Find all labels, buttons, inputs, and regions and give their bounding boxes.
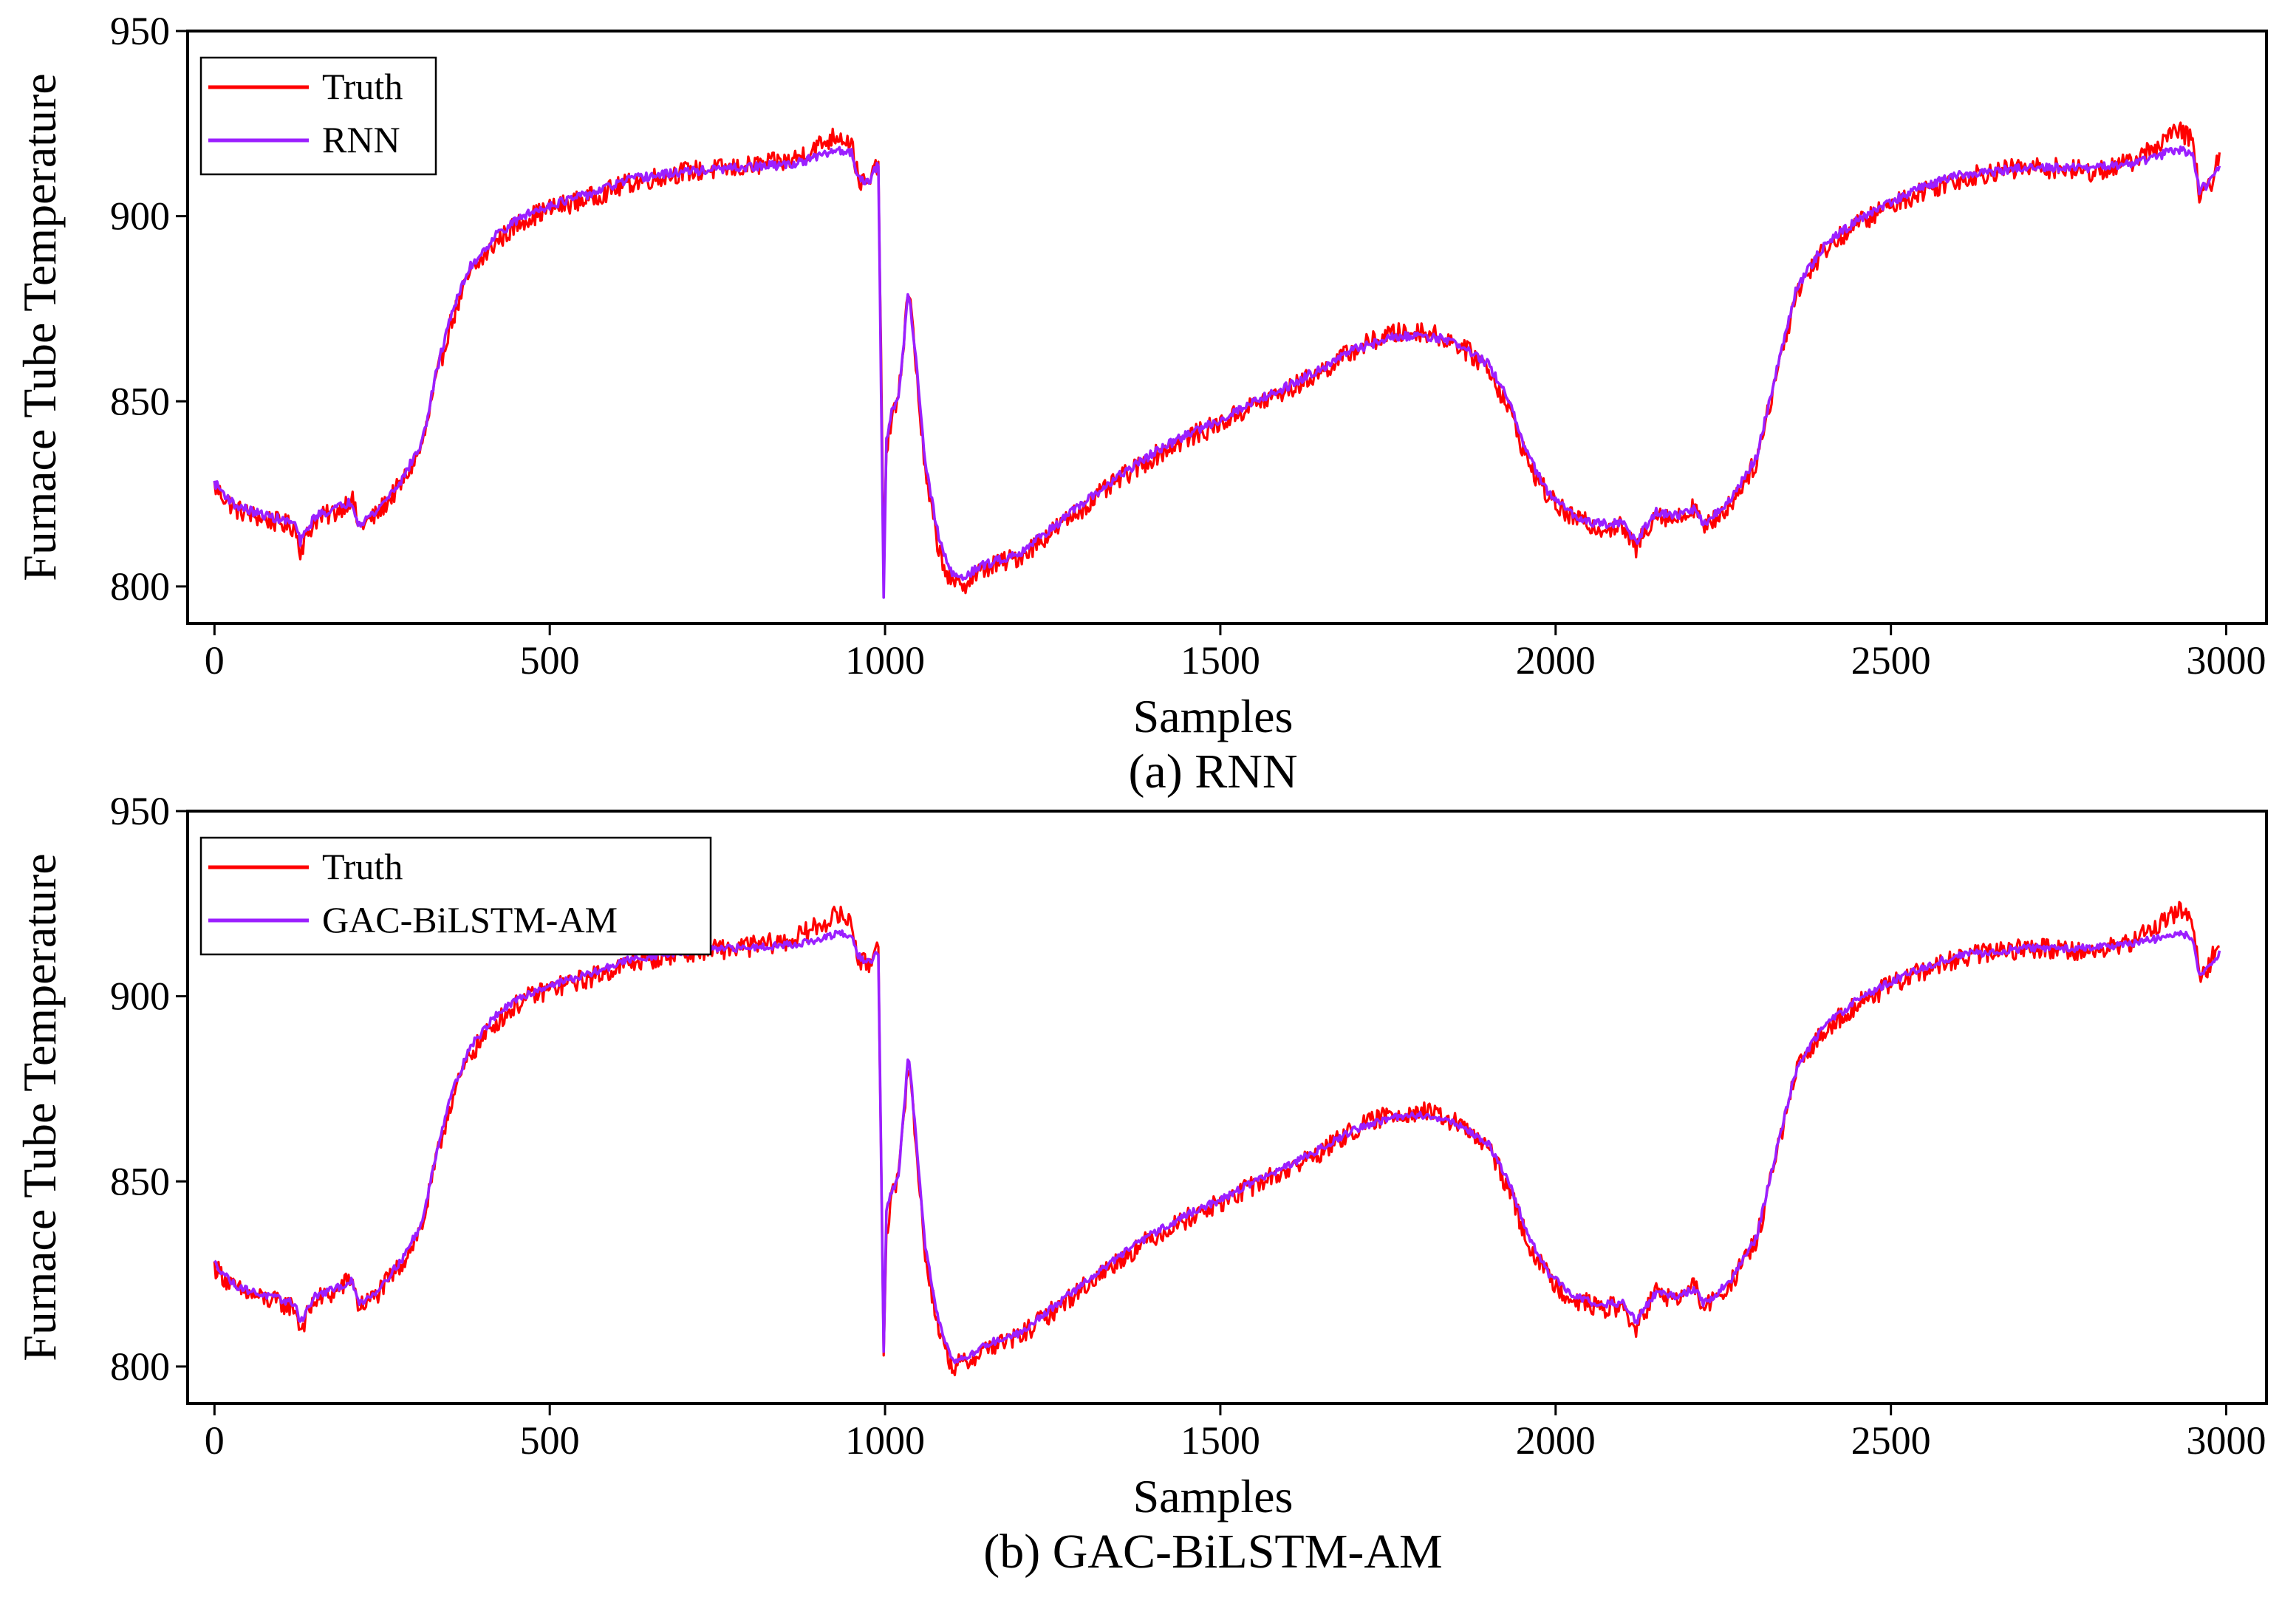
panel-b-legend-label-truth: Truth <box>322 846 403 887</box>
panel-b-x-tick-label: 1000 <box>845 1418 925 1463</box>
panel-b-x-tick-label: 2500 <box>1851 1418 1931 1463</box>
panel-a-x-tick-label: 500 <box>520 638 580 683</box>
panel-a-x-tick-label: 1000 <box>845 638 925 683</box>
panel-a-lines <box>213 121 2221 599</box>
panel-b-x-tick-label: 500 <box>520 1418 580 1463</box>
panel-b-x-ticks: 0 500 1000 1500 2000 2500 3000 <box>205 1404 2266 1463</box>
panel-a-legend-label-rnn: RNN <box>322 119 400 160</box>
panel-b: 0 500 1000 1500 2000 2500 3000 800 850 900 950 Tr… <box>13 789 2268 1579</box>
panel-a: 0 500 1000 1500 2000 2500 3000 800 850 900 950 Tr… <box>13 9 2268 799</box>
panel-b-x-tick-label: 1500 <box>1181 1418 1260 1463</box>
panel-a-legend-box <box>199 56 437 176</box>
panel-a-y-tick-label: 850 <box>110 379 170 423</box>
panel-b-y-tick-label: 950 <box>110 789 170 833</box>
panel-a-x-tick-label: 1500 <box>1181 638 1260 683</box>
panel-b-x-tick-label: 0 <box>205 1418 225 1463</box>
panel-a-y-tick-label: 950 <box>110 9 170 53</box>
panel-a-plot-area <box>186 30 2268 625</box>
panel-b-ylabel: Furnace Tube Temperature <box>13 853 66 1361</box>
panel-b-x-tick-label: 2000 <box>1516 1418 1596 1463</box>
panel-a-y-tick-label: 800 <box>110 564 170 609</box>
panel-b-y-tick-label: 850 <box>110 1159 170 1203</box>
panel-b-lines <box>213 900 2221 1377</box>
panel-a-y-tick-label: 900 <box>110 194 170 239</box>
panel-b-legend-label-gac-bilstm-am: GAC-BiLSTM-AM <box>322 899 618 940</box>
panel-b-xlabel: Samples <box>1133 1470 1294 1522</box>
panel-a-y-ticks: 800 850 900 950 <box>110 9 188 609</box>
panel-a-ylabel: Furnace Tube Temperature <box>13 73 66 581</box>
panel-b-y-tick-label: 800 <box>110 1344 170 1389</box>
panel-a-legend: Truth RNN <box>199 56 437 176</box>
panel-b-legend-box <box>199 836 712 956</box>
panel-b-y-tick-label: 900 <box>110 974 170 1019</box>
panel-b-series-gac-bilstm-am <box>213 929 2221 1364</box>
panel-b-x-tick-label: 3000 <box>2187 1418 2266 1463</box>
panel-a-caption: (a) RNN <box>1128 745 1297 799</box>
panel-a-x-tick-label: 2000 <box>1516 638 1596 683</box>
panel-a-legend-label-truth: Truth <box>322 66 403 107</box>
panel-a-x-tick-label: 0 <box>205 638 225 683</box>
panel-a-xlabel: Samples <box>1133 690 1294 742</box>
panel-a-x-tick-label: 3000 <box>2187 638 2266 683</box>
panel-a-x-tick-label: 2500 <box>1851 638 1931 683</box>
panel-b-caption: (b) GAC-BiLSTM-AM <box>983 1525 1443 1579</box>
panel-a-series-rnn <box>213 145 2221 599</box>
panel-b-y-ticks: 800 850 900 950 <box>110 789 188 1389</box>
panel-b-legend: Truth GAC-BiLSTM-AM <box>199 836 712 956</box>
panel-a-x-ticks: 0 500 1000 1500 2000 2500 3000 <box>205 623 2266 683</box>
